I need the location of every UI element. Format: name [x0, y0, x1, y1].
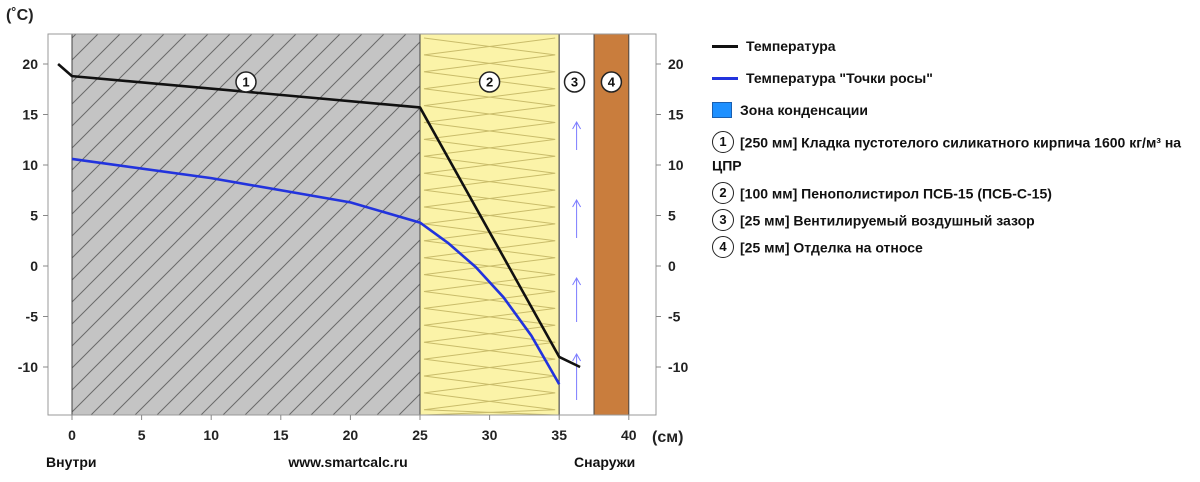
- y-tick-label-left: 20: [22, 56, 38, 72]
- x-tick-label: 20: [343, 427, 359, 443]
- layer-badge-label: 3: [571, 75, 578, 90]
- layer-badge-label: 4: [608, 75, 616, 90]
- x-axis-unit-label: (см): [652, 429, 683, 446]
- plot-frame: [47, 33, 657, 416]
- legend-layer-4: 4 [25 мм] Отделка на относе: [712, 235, 1182, 259]
- y-tick-label-left: -5: [26, 309, 39, 325]
- layer-badge-2: [478, 71, 501, 93]
- y-tick-label-left: 5: [30, 208, 38, 224]
- legend: Температура Температура "Точки росы" Зон…: [712, 30, 1182, 259]
- legend-temperature-label: Температура: [746, 38, 836, 54]
- x-tick-label: 30: [482, 427, 498, 443]
- y-tick-label-left: -10: [18, 359, 38, 375]
- insulation-zigzag: [423, 37, 556, 416]
- legend-layer-2: 2 [100 мм] Пенополистирол ПСБ-15 (ПСБ-С-1…: [712, 181, 1182, 204]
- layer-description: [25 мм] Отделка на относе: [740, 239, 923, 256]
- temperature-line: [57, 63, 581, 369]
- x-tick-label: 40: [621, 427, 637, 443]
- x-tick-label: 35: [551, 427, 567, 443]
- dew-point-line: [71, 157, 561, 385]
- layer-badge-1: [235, 71, 257, 93]
- layer-description: [25 мм] Вентилируемый воздушный зазор: [740, 212, 1035, 229]
- layer-number-badge: 2: [712, 181, 734, 204]
- condensation-zone-swatch: [712, 102, 732, 118]
- outside-label: Снаружи: [574, 454, 635, 470]
- y-tick-label-left: 0: [30, 258, 38, 274]
- airflow-arrow-head: [572, 120, 582, 130]
- y-tick-label-right: 20: [668, 56, 684, 72]
- layer-badge-label: 2: [486, 75, 493, 90]
- layer-number-badges: 1 2 3 4: [235, 71, 623, 93]
- layer-number-badge: 3: [712, 209, 734, 232]
- layer-badge-label: 1: [242, 75, 249, 90]
- legend-condensation-label: Зона конденсации: [740, 102, 868, 118]
- layer-badge-4: [600, 71, 623, 93]
- wall-layer-1: [72, 34, 420, 415]
- airflow-arrow-head: [572, 198, 582, 208]
- layer-number-badge: 1: [712, 131, 734, 154]
- axes: 20 20 15 15 10 10 5 5 0 0 -5 -5 -10 -10 0 5 10 15 20 25 30 35…: [6, 7, 688, 470]
- legend-layer-3: 3 [25 мм] Вентилируемый воздушный зазор: [712, 208, 1182, 232]
- dew-point-line-swatch: [712, 76, 738, 80]
- y-tick-label-left: 15: [22, 107, 38, 123]
- y-tick-label-right: -5: [668, 309, 681, 325]
- wall-layer-4: [594, 34, 629, 415]
- legend-item-dew-point: Температура "Точки росы": [712, 62, 1182, 94]
- x-tick-label: 15: [273, 427, 289, 443]
- layer-badge-3: [563, 71, 586, 93]
- x-tick-label: 5: [138, 427, 146, 443]
- legend-layer-1: 1 [250 мм] Кладка пустотелого силикатного…: [712, 130, 1182, 177]
- airflow-arrow-head: [572, 352, 582, 362]
- temperature-line-swatch: [712, 44, 738, 48]
- y-tick-label-right: -10: [668, 359, 688, 375]
- layer-description: [250 мм] Кладка пустотелого силикатного …: [712, 134, 1182, 174]
- y-tick-label-right: 10: [668, 157, 684, 173]
- y-axis-unit-label: (˚C): [6, 7, 34, 24]
- site-url-label: www.smartcalc.ru: [287, 454, 407, 470]
- y-tick-label-right: 5: [668, 208, 676, 224]
- x-tick-label: 10: [203, 427, 219, 443]
- data-series: [57, 63, 581, 385]
- airflow-arrow-head: [572, 276, 582, 286]
- wall-layers: [48, 34, 656, 416]
- legend-dew-point-label: Температура "Точки росы": [746, 70, 933, 86]
- legend-item-temperature: Температура: [712, 30, 1182, 62]
- plot-border: [47, 33, 657, 416]
- x-tick-label: 0: [68, 427, 76, 443]
- y-tick-label-right: 0: [668, 258, 676, 274]
- layer-description: [100 мм] Пенополистирол ПСБ-15 (ПСБ-С-15…: [740, 184, 1052, 201]
- y-tick-label-left: 10: [22, 157, 38, 173]
- x-tick-label: 25: [412, 427, 428, 443]
- layer-number-badge: 4: [712, 236, 734, 259]
- inside-label: Внутри: [46, 454, 97, 470]
- legend-item-condensation: Зона конденсации: [712, 94, 1182, 126]
- y-tick-label-right: 15: [668, 107, 684, 123]
